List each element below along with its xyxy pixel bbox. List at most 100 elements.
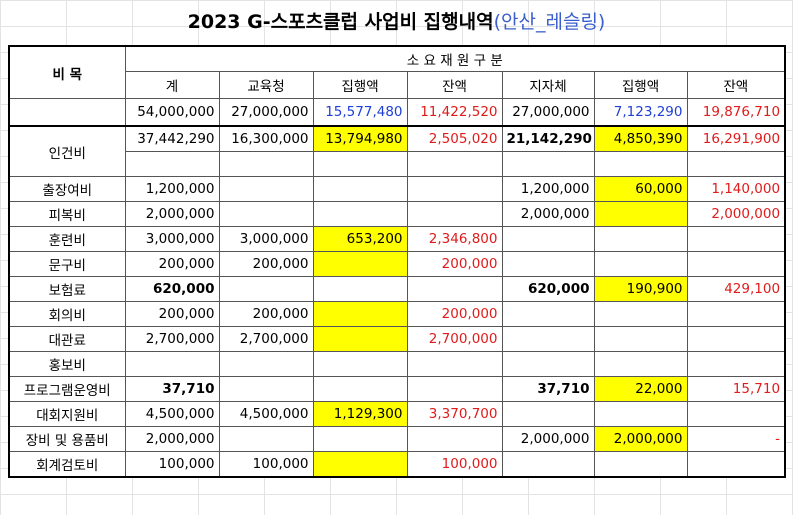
cell-executed-local[interactable]: 190,900 [593, 276, 688, 302]
cell-executed-local[interactable] [593, 201, 688, 227]
row-label-cell[interactable]: 대관료 [8, 326, 126, 352]
cell-executed-local[interactable] [593, 401, 688, 427]
cell-executed-edu[interactable] [312, 251, 408, 277]
cell-balance-local[interactable] [686, 401, 787, 427]
cell-sum[interactable]: 37,442,290 [124, 125, 220, 152]
cell-executed-local[interactable] [593, 351, 688, 377]
cell-local[interactable]: 2,000,000 [501, 201, 595, 227]
group-header-cell[interactable]: 소 요 재 원 구 분 [124, 45, 787, 72]
empty-cell[interactable] [406, 151, 503, 177]
cell-balance-edu[interactable] [406, 426, 503, 452]
cell-edu[interactable]: 100,000 [218, 451, 314, 478]
total-executed-edu[interactable]: 15,577,480 [312, 98, 408, 127]
col-header-local-gov[interactable]: 지자체 [501, 71, 595, 99]
cell-balance-edu[interactable]: 200,000 [406, 251, 503, 277]
cell-executed-local[interactable] [593, 301, 688, 327]
col-header-balance-local[interactable]: 잔액 [686, 71, 787, 99]
cell-executed-local[interactable] [593, 251, 688, 277]
cell-balance-local[interactable]: 429,100 [686, 276, 787, 302]
cell-balance-edu[interactable]: 2,505,020 [406, 125, 503, 152]
empty-cell[interactable] [124, 151, 220, 177]
empty-cell[interactable] [218, 151, 314, 177]
cell-sum[interactable]: 4,500,000 [124, 401, 220, 427]
cell-local[interactable] [501, 226, 595, 252]
cell-local[interactable]: 1,200,000 [501, 176, 595, 202]
cell-balance-edu[interactable]: 200,000 [406, 301, 503, 327]
cell-executed-edu[interactable] [312, 176, 408, 202]
cell-edu[interactable] [218, 276, 314, 302]
cell-executed-edu[interactable] [312, 376, 408, 402]
row-label-cell[interactable]: 프로그램운영비 [8, 376, 126, 402]
row-label-cell[interactable]: 훈련비 [8, 226, 126, 252]
cell-balance-edu[interactable]: 2,346,800 [406, 226, 503, 252]
cell-executed-local[interactable]: 60,000 [593, 176, 688, 202]
cell-edu[interactable] [218, 376, 314, 402]
cell-sum[interactable]: 37,710 [124, 376, 220, 402]
cell-local[interactable] [501, 401, 595, 427]
cell-balance-edu[interactable]: 3,370,700 [406, 401, 503, 427]
total-executed-local[interactable]: 7,123,290 [593, 98, 688, 127]
total-local[interactable]: 27,000,000 [501, 98, 595, 127]
cell-sum[interactable]: 2,000,000 [124, 426, 220, 452]
row-label-cell[interactable]: 문구비 [8, 251, 126, 277]
cell-edu[interactable]: 16,300,000 [218, 125, 314, 152]
cell-balance-edu[interactable]: 2,700,000 [406, 326, 503, 352]
cell-sum[interactable]: 3,000,000 [124, 226, 220, 252]
cell-edu[interactable]: 2,700,000 [218, 326, 314, 352]
item-header-cell[interactable]: 비 목 [8, 45, 126, 99]
cell-balance-edu[interactable] [406, 351, 503, 377]
cell-local[interactable]: 620,000 [501, 276, 595, 302]
cell-executed-local[interactable] [593, 451, 688, 478]
cell-edu[interactable]: 200,000 [218, 251, 314, 277]
col-header-executed-local[interactable]: 집행액 [593, 71, 688, 99]
cell-sum[interactable]: 620,000 [124, 276, 220, 302]
col-header-executed-edu[interactable]: 집행액 [312, 71, 408, 99]
col-header-balance-edu[interactable]: 잔액 [406, 71, 503, 99]
cell-balance-local[interactable]: 2,000,000 [686, 201, 787, 227]
cell-balance-local[interactable] [686, 326, 787, 352]
cell-executed-local[interactable]: 4,850,390 [593, 125, 688, 152]
cell-local[interactable] [501, 301, 595, 327]
cell-executed-edu[interactable] [312, 326, 408, 352]
cell-edu[interactable] [218, 426, 314, 452]
row-label-cell[interactable]: 인건비 [8, 125, 126, 177]
cell-executed-edu[interactable] [312, 276, 408, 302]
cell-local[interactable]: 2,000,000 [501, 426, 595, 452]
cell-local[interactable] [501, 451, 595, 478]
cell-executed-edu[interactable]: 13,794,980 [312, 125, 408, 152]
empty-cell[interactable] [593, 151, 688, 177]
row-label-cell[interactable]: 보험료 [8, 276, 126, 302]
row-label-cell[interactable]: 홍보비 [8, 351, 126, 377]
cell-edu[interactable]: 4,500,000 [218, 401, 314, 427]
cell-balance-edu[interactable] [406, 376, 503, 402]
row-label-cell[interactable]: 피복비 [8, 201, 126, 227]
cell-executed-edu[interactable]: 653,200 [312, 226, 408, 252]
cell-balance-edu[interactable] [406, 201, 503, 227]
row-label-cell[interactable]: 대회지원비 [8, 401, 126, 427]
col-header-total[interactable]: 계 [124, 71, 220, 99]
cell-sum[interactable]: 2,000,000 [124, 201, 220, 227]
row-label-cell[interactable]: 회의비 [8, 301, 126, 327]
cell-balance-edu[interactable] [406, 176, 503, 202]
cell-sum[interactable]: 1,200,000 [124, 176, 220, 202]
cell-balance-edu[interactable]: 100,000 [406, 451, 503, 478]
cell-executed-local[interactable] [593, 226, 688, 252]
cell-balance-local[interactable] [686, 351, 787, 377]
cell-executed-edu[interactable] [312, 351, 408, 377]
cell-executed-local[interactable]: 22,000 [593, 376, 688, 402]
cell-local[interactable]: 37,710 [501, 376, 595, 402]
empty-cell[interactable] [501, 151, 595, 177]
cell-edu[interactable]: 200,000 [218, 301, 314, 327]
cell-balance-local[interactable]: 1,140,000 [686, 176, 787, 202]
row-label-cell[interactable]: 출장여비 [8, 176, 126, 202]
cell-sum[interactable] [124, 351, 220, 377]
cell-balance-edu[interactable] [406, 276, 503, 302]
col-header-education-office[interactable]: 교육청 [218, 71, 314, 99]
cell-sum[interactable]: 100,000 [124, 451, 220, 478]
cell-executed-local[interactable]: 2,000,000 [593, 426, 688, 452]
cell-balance-local[interactable]: 16,291,900 [686, 125, 787, 152]
cell-edu[interactable]: 3,000,000 [218, 226, 314, 252]
cell-executed-edu[interactable] [312, 451, 408, 478]
cell-executed-edu[interactable] [312, 426, 408, 452]
cell-local[interactable] [501, 251, 595, 277]
